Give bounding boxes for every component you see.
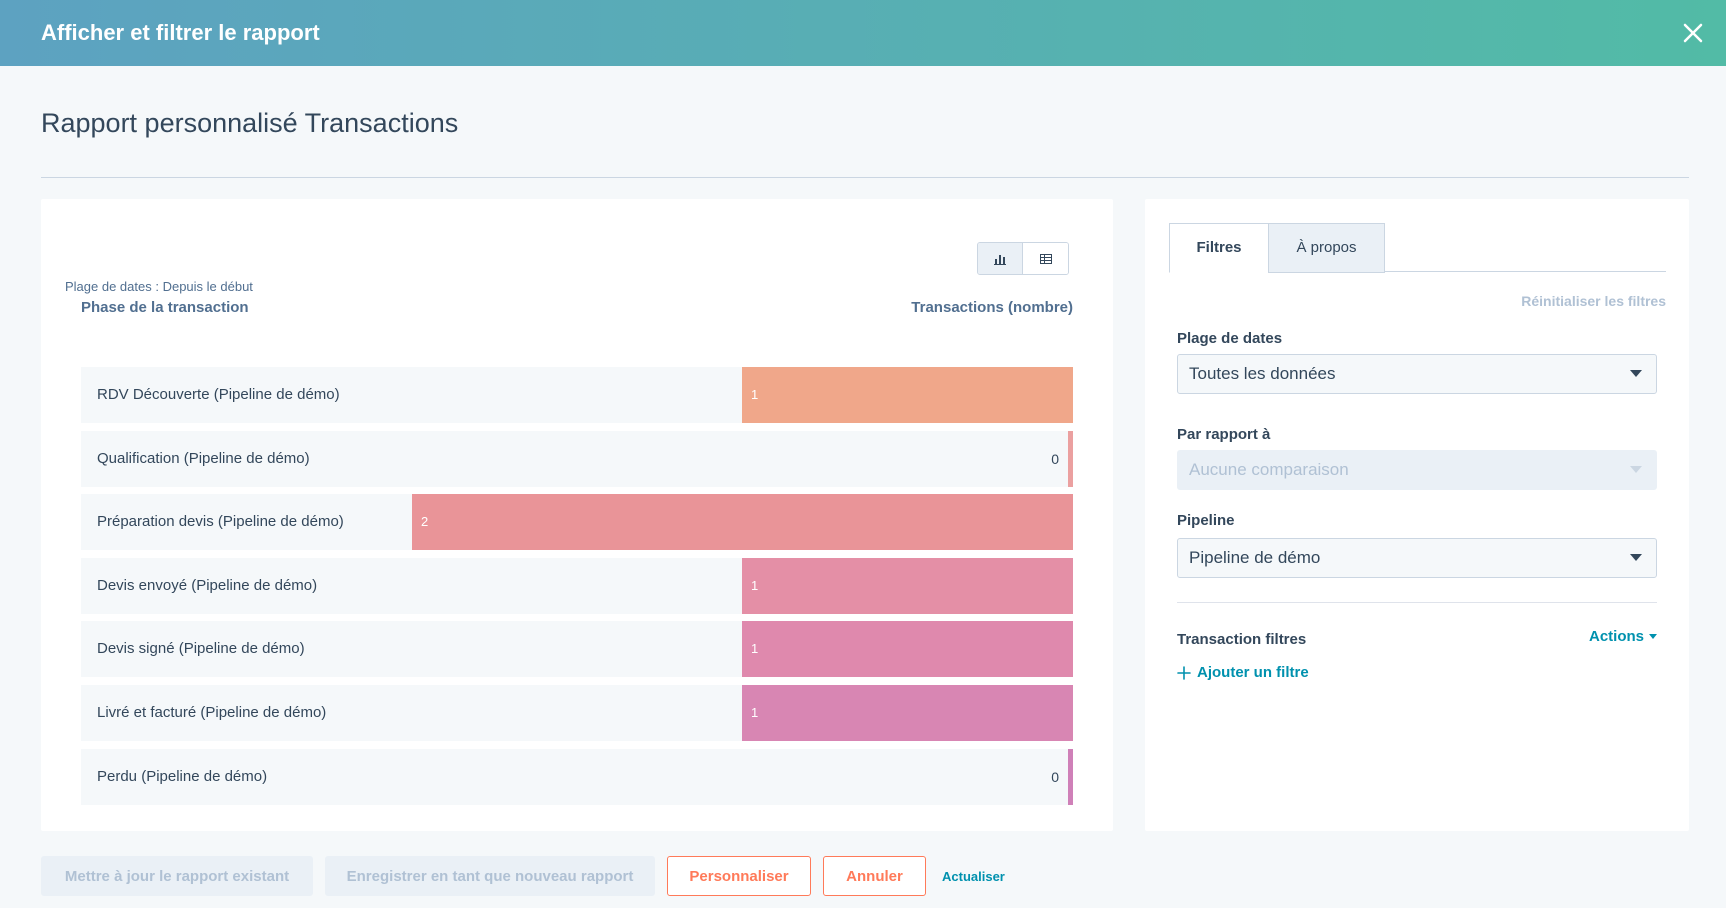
plus-icon: [1177, 665, 1191, 680]
bar[interactable]: [742, 621, 1073, 678]
chart-row[interactable]: Préparation devis (Pipeline de démo) 2: [81, 494, 1073, 551]
bar-chart-icon: [994, 254, 1006, 265]
cancel-button[interactable]: Annuler: [823, 856, 926, 896]
bar-value-label: 0: [1051, 768, 1059, 785]
pipeline-value: Pipeline de démo: [1189, 548, 1321, 567]
filters-card: Filtres À propos Réinitialiser les filtr…: [1145, 199, 1689, 831]
modal-title: Afficher et filtrer le rapport: [41, 20, 320, 45]
bar[interactable]: [1068, 748, 1073, 805]
bar[interactable]: [742, 557, 1073, 614]
chevron-down-icon: [1630, 370, 1642, 377]
bar-value-label: 1: [751, 577, 759, 593]
caret-down-icon: [1649, 634, 1657, 639]
close-icon: [1683, 23, 1703, 43]
compare-select: Aucune comparaison: [1177, 450, 1657, 490]
category-label: Livré et facturé (Pipeline de démo): [97, 703, 327, 721]
reset-filters-link[interactable]: Réinitialiser les filtres: [1521, 293, 1666, 309]
bar-value-label: 1: [751, 704, 759, 720]
table-icon: [1039, 253, 1052, 264]
category-label: RDV Découverte (Pipeline de démo): [97, 386, 340, 403]
add-filter-button[interactable]: Ajouter un filtre: [1177, 664, 1309, 681]
add-filter-label: Ajouter un filtre: [1197, 664, 1309, 681]
section-divider: [1177, 602, 1657, 603]
category-label: Devis envoyé (Pipeline de démo): [97, 576, 318, 594]
bar-value-label: 1: [751, 641, 759, 657]
filter-tabs: Filtres À propos: [1169, 223, 1666, 273]
chart-view-button[interactable]: [978, 243, 1023, 274]
bar-value-label: 1: [751, 387, 759, 402]
chevron-down-icon: [1630, 554, 1642, 561]
update-report-button[interactable]: Mettre à jour le rapport existant: [41, 856, 313, 896]
bar[interactable]: [742, 684, 1073, 741]
chart-row[interactable]: Perdu (Pipeline de démo) 0: [81, 748, 1073, 805]
bar-value-label: 0: [1051, 450, 1059, 467]
compare-label: Par rapport à: [1177, 426, 1271, 443]
date-range-value: Toutes les données: [1189, 364, 1336, 383]
save-new-report-button[interactable]: Enregistrer en tant que nouveau rapport: [325, 856, 655, 896]
date-range-select[interactable]: Toutes les données: [1177, 354, 1657, 394]
bar[interactable]: [412, 494, 1073, 551]
pipeline-select[interactable]: Pipeline de démo: [1177, 538, 1657, 578]
x-axis-label: Transactions (nombre): [911, 299, 1073, 316]
chart-row[interactable]: RDV Découverte (Pipeline de démo) 1: [81, 367, 1073, 423]
bar[interactable]: [742, 367, 1073, 423]
chart-row[interactable]: Devis signé (Pipeline de démo) 1: [81, 621, 1073, 678]
modal-header: Afficher et filtrer le rapport: [0, 0, 1726, 66]
view-toggle: [977, 242, 1069, 275]
chart-row[interactable]: Qualification (Pipeline de démo) 0: [81, 430, 1073, 487]
pipeline-label: Pipeline: [1177, 512, 1235, 529]
table-view-button[interactable]: [1023, 243, 1068, 274]
category-label: Préparation devis (Pipeline de démo): [97, 513, 344, 531]
tab-a-propos[interactable]: À propos: [1268, 223, 1385, 273]
actions-dropdown[interactable]: Actions: [1589, 628, 1657, 645]
close-button[interactable]: [1678, 18, 1708, 48]
transaction-filters-title: Transaction filtres: [1177, 631, 1307, 648]
refresh-link[interactable]: Actualiser: [942, 869, 1005, 884]
actions-label: Actions: [1588, 628, 1644, 645]
y-axis-label: Phase de la transaction: [81, 299, 249, 316]
chart-row[interactable]: Livré et facturé (Pipeline de démo) 1: [81, 684, 1073, 741]
title-divider: [41, 177, 1689, 178]
category-label: Perdu (Pipeline de démo): [97, 767, 268, 785]
customize-button[interactable]: Personnaliser: [667, 856, 811, 896]
bar[interactable]: [1068, 430, 1073, 487]
chart-card: Plage de dates : Depuis le début Phase d…: [41, 199, 1113, 831]
bar-value-label: 2: [421, 514, 429, 530]
chart-row[interactable]: Devis envoyé (Pipeline de démo) 1: [81, 557, 1073, 614]
date-range-caption: Plage de dates : Depuis le début: [65, 279, 253, 294]
compare-value: Aucune comparaison: [1189, 460, 1349, 479]
category-label: Qualification (Pipeline de démo): [97, 449, 310, 467]
chevron-down-icon: [1630, 466, 1642, 473]
date-range-label: Plage de dates: [1177, 330, 1283, 347]
page-title: Rapport personnalisé Transactions: [41, 108, 459, 138]
category-label: Devis signé (Pipeline de démo): [97, 640, 305, 658]
chart-bars: RDV Découverte (Pipeline de démo) 1 Qualif…: [81, 367, 1073, 812]
tab-filtres[interactable]: Filtres: [1169, 223, 1269, 273]
